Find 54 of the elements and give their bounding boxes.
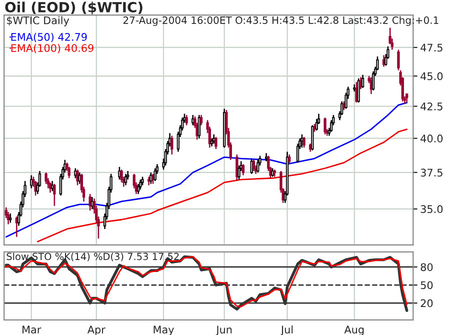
x-tick-label: Mar xyxy=(22,326,42,334)
candlestick xyxy=(256,159,260,174)
y-tick-label: 47.5 xyxy=(420,44,442,52)
candlestick xyxy=(68,166,70,179)
candlestick xyxy=(34,180,37,196)
y-tick-label: 45.0 xyxy=(420,72,443,80)
candlestick xyxy=(372,70,375,91)
candlestick xyxy=(236,154,238,182)
y-tick-label: 50 xyxy=(420,281,433,290)
candlestick xyxy=(44,172,48,184)
annotation: $WTIC Daily xyxy=(6,16,70,26)
legend-label: EMA(100) 40.69 xyxy=(11,44,94,54)
candlestick xyxy=(170,135,174,156)
candlestick xyxy=(214,136,218,150)
y-tick-label: 40.0 xyxy=(420,134,443,142)
candlestick xyxy=(252,159,256,172)
candlestick xyxy=(302,136,306,148)
x-tick-label: Jul xyxy=(280,325,293,335)
candlestick xyxy=(154,168,156,182)
candlestick xyxy=(76,169,79,186)
legend-label: EMA(50) 42.79 xyxy=(11,32,87,42)
y-tick-label: 20 xyxy=(420,299,433,308)
candlestick xyxy=(53,183,56,207)
candlestick xyxy=(147,176,150,186)
y-tick-label: 80 xyxy=(420,263,433,272)
candlestick xyxy=(355,81,358,104)
line-series xyxy=(5,102,408,238)
candlestick xyxy=(397,49,400,71)
annotation: 27-Aug-2004 16:00ET O:43.5 H:43.5 L:42.8 Last:43.2 Chg:+0.1 xyxy=(123,16,438,26)
candlestick xyxy=(324,116,326,136)
candlestick xyxy=(139,178,142,190)
candlestick xyxy=(242,163,245,176)
y-tick-label: 37.5 xyxy=(420,168,442,177)
candlestick xyxy=(120,169,123,184)
candlestick xyxy=(152,173,154,184)
candlestick xyxy=(185,114,188,126)
candlestick xyxy=(315,118,318,132)
x-tick-label: Jun xyxy=(216,326,232,335)
candlestick xyxy=(200,114,203,126)
candlestick xyxy=(311,124,314,151)
candlestick xyxy=(357,78,360,104)
candlestick xyxy=(9,212,12,224)
candlestick xyxy=(137,183,140,195)
candlestick xyxy=(30,174,33,189)
line-series xyxy=(36,128,408,242)
candlestick xyxy=(6,211,10,225)
candlestick xyxy=(288,154,291,165)
chart-title: Slow STO %K(14) %D(3) 7.53 17.52 xyxy=(6,252,179,262)
candlestick xyxy=(198,114,200,139)
candlestick xyxy=(124,173,128,186)
candlestick xyxy=(238,164,240,180)
y-tick-label: 35.0 xyxy=(420,205,443,214)
chart-title: Oil (EOD) ($WTIC) xyxy=(5,2,142,14)
y-tick-label: 42.5 xyxy=(420,102,442,110)
